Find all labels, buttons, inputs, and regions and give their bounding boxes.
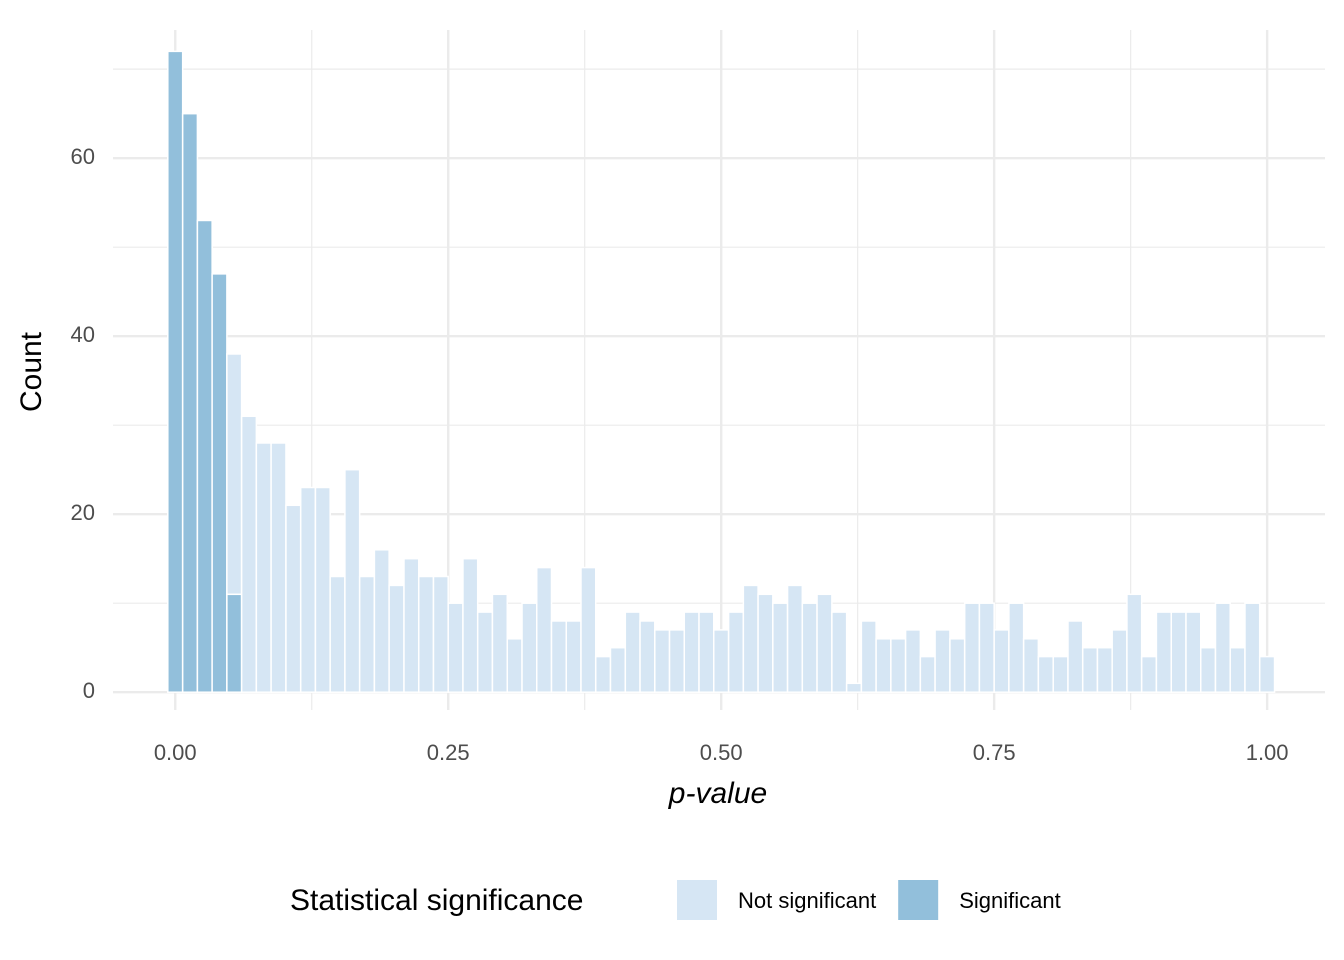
y-axis-title: Count [15,331,48,412]
legend-label: Significant [959,888,1061,913]
bar [1229,646,1246,693]
bar [358,575,376,693]
y-tick-label: 20 [71,500,95,525]
x-tick-label: 0.25 [427,740,470,765]
x-tick-label: 0.50 [700,740,743,765]
bar [1170,611,1187,693]
bar [285,504,302,693]
bar [831,611,848,693]
bar [904,629,922,693]
bar [344,468,361,693]
bar [536,566,553,693]
bar [654,629,671,693]
bar [727,611,745,693]
bar [639,620,656,693]
bar [550,620,567,693]
bar [757,593,774,693]
bar [993,629,1010,693]
bar [447,602,464,693]
bar [491,593,509,693]
bar [860,620,877,693]
bar [565,620,582,693]
y-tick-label: 40 [71,322,95,347]
bar [506,638,523,693]
bar [181,112,199,693]
bar [373,549,390,693]
bar [1081,646,1099,693]
bar [1111,629,1128,693]
bar [226,353,243,596]
bar [624,611,641,693]
bar [329,575,346,693]
bar [1096,646,1113,693]
bar [1008,602,1025,693]
x-axis-title: p-value [668,777,767,810]
bar [668,629,686,693]
bar [1037,655,1054,693]
y-tick-label: 60 [71,144,95,169]
legend-title: Statistical significance [290,884,583,917]
bar [432,575,449,693]
bar [845,682,863,693]
bar [226,593,243,693]
x-tick-label: 0.75 [973,740,1016,765]
y-tick-label: 0 [83,678,95,703]
bar [963,602,981,693]
bar [403,557,420,693]
legend-key [677,880,717,920]
bar [1140,655,1158,693]
bar [580,566,597,693]
bar [388,584,405,693]
bar [521,602,538,693]
bar [609,646,627,693]
bar [772,602,789,693]
bar [1244,602,1261,693]
bar [1155,611,1173,693]
bar [742,584,759,693]
legend-label: Not significant [738,888,876,913]
bar [417,575,435,693]
bar [978,602,995,693]
bar [934,629,951,693]
bar [1258,655,1276,693]
bar [1214,602,1231,693]
bar [713,629,730,693]
bar [1185,611,1202,693]
x-tick-label: 0.00 [154,740,197,765]
bar [683,611,700,693]
bar [594,655,612,693]
bar [167,50,184,693]
bar [314,486,331,693]
bar [919,655,936,693]
bar [255,442,272,693]
bar [270,442,287,693]
bar [299,486,317,693]
bar [801,602,818,693]
bar [890,638,907,693]
bar [462,557,479,693]
x-tick-label: 1.00 [1246,740,1289,765]
legend-key [898,880,939,920]
bar [196,219,213,693]
bar [1052,655,1069,693]
bar [1067,620,1084,693]
bar [211,273,228,693]
bar [1126,593,1143,693]
bar [875,638,892,693]
bar [949,638,966,693]
bar [240,415,258,693]
bar [476,611,494,693]
bar [1022,638,1040,693]
bar [1199,646,1217,693]
bar [816,593,833,693]
bar [786,584,804,693]
bar [698,611,715,693]
